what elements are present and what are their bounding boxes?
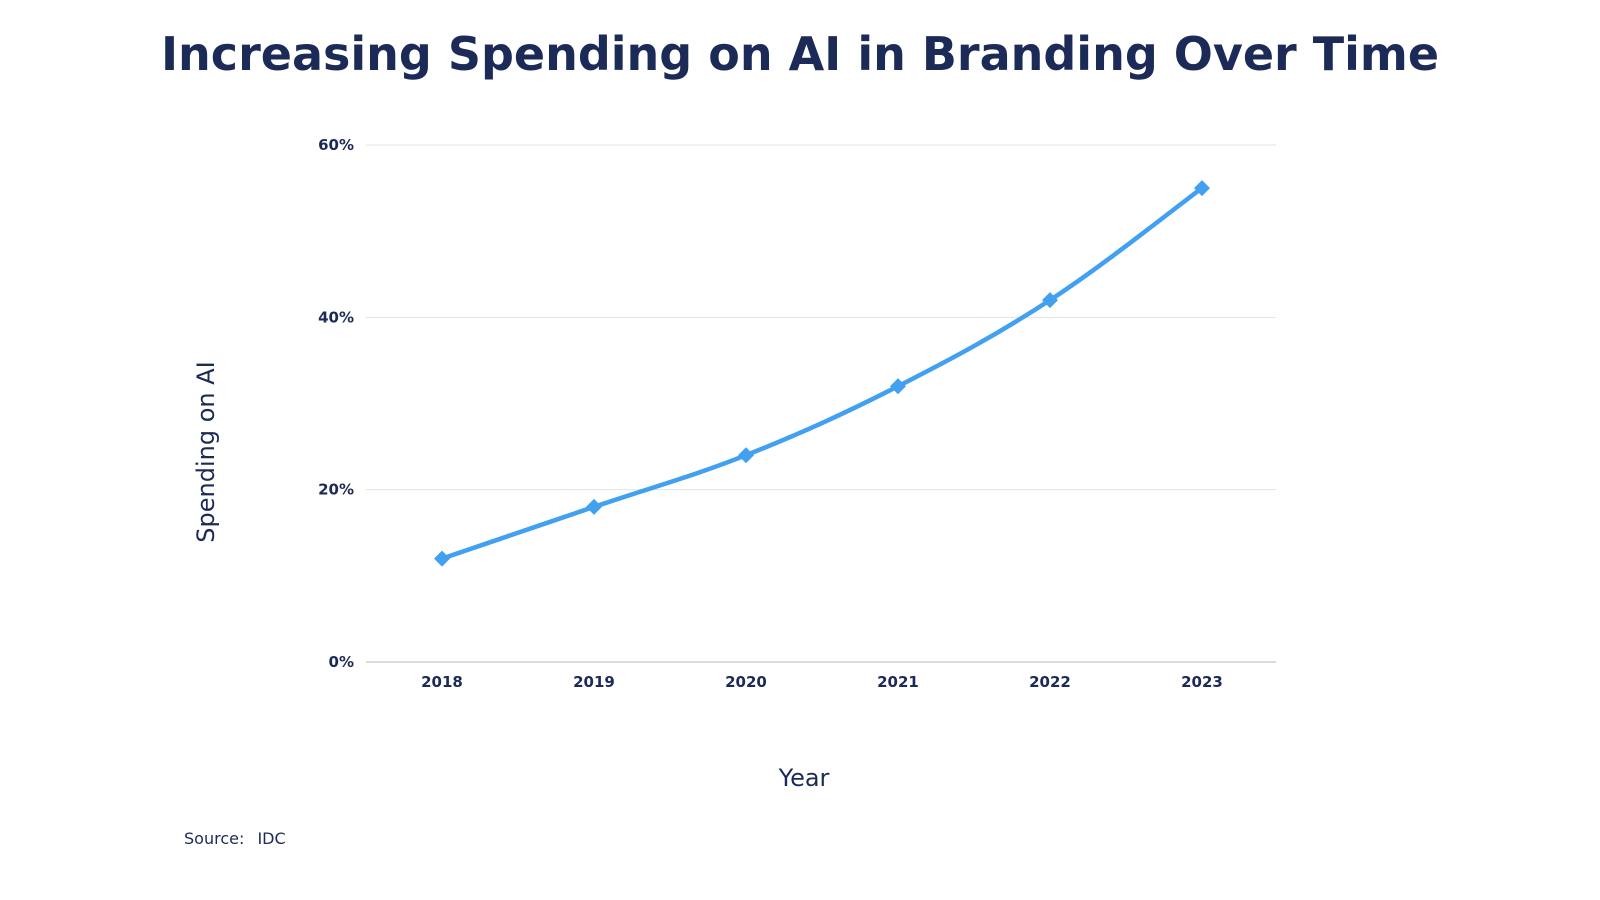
y-tick-label: 20%	[318, 481, 354, 499]
data-point-marker	[890, 378, 906, 395]
x-tick-label: 2023	[1181, 673, 1223, 691]
x-tick-label: 2020	[725, 673, 767, 691]
source-note: Source: IDC	[184, 829, 286, 848]
data-point-marker	[1042, 292, 1058, 309]
source-value: IDC	[257, 829, 285, 848]
data-markers	[434, 180, 1210, 567]
x-tick-label: 2022	[1029, 673, 1071, 691]
y-axis-title: Spending on AI	[192, 361, 220, 542]
chart-title: Increasing Spending on AI in Branding Ov…	[161, 27, 1439, 81]
x-axis-title: Year	[778, 764, 830, 792]
x-tick-label: 2018	[421, 673, 463, 691]
x-tick-label: 2021	[877, 673, 919, 691]
data-point-marker	[586, 498, 602, 515]
y-tick-label: 60%	[318, 136, 354, 154]
x-tick-label: 2019	[573, 673, 615, 691]
data-point-marker	[434, 550, 450, 567]
data-point-marker	[738, 447, 754, 464]
grid-lines	[366, 144, 1276, 663]
series-line-group	[439, 185, 1205, 561]
x-tick-labels: 2018 2019 2020 2021 2022 2023	[421, 673, 1223, 691]
series-line	[439, 185, 1205, 561]
source-label: Source:	[184, 829, 244, 848]
data-point-marker	[1194, 180, 1210, 197]
y-tick-labels: 0% 20% 40% 60%	[318, 136, 354, 671]
y-tick-label: 40%	[318, 308, 354, 326]
y-tick-label: 0%	[329, 653, 354, 671]
